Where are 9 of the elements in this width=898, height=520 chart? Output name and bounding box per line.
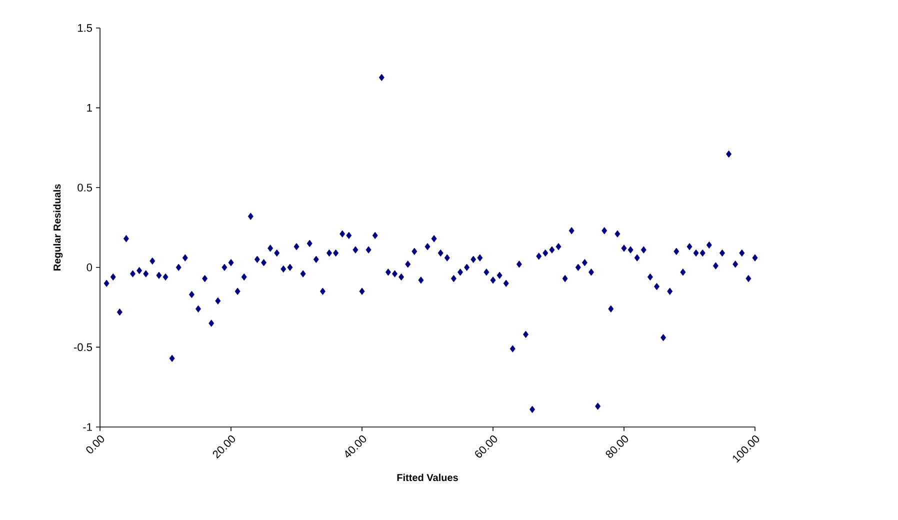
x-axis-title: Fitted Values bbox=[397, 474, 458, 482]
x-tick-label: 0.00 bbox=[86, 436, 104, 454]
y-tick-label: 1 bbox=[87, 104, 92, 112]
y-tick-label: 1.5 bbox=[78, 24, 92, 32]
y-tick-label: 0.5 bbox=[78, 184, 92, 192]
y-tick-label: -1 bbox=[83, 423, 92, 431]
y-tick-label: -0.5 bbox=[74, 343, 92, 352]
y-axis-title: Regular Residuals bbox=[53, 184, 63, 270]
y-tick-label: 0 bbox=[86, 264, 92, 272]
